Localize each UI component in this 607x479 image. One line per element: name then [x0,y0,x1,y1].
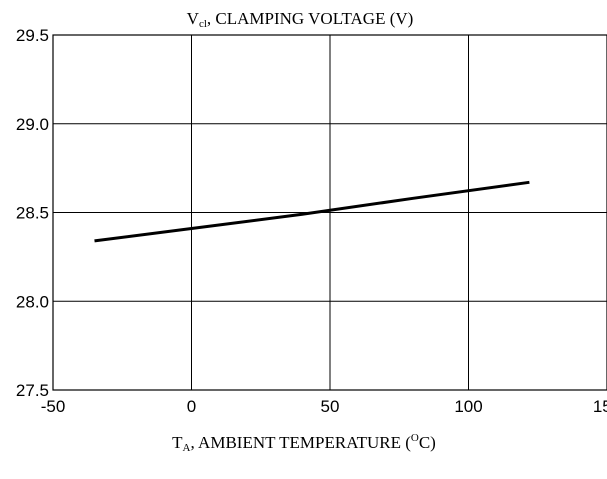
series-group [94,180,530,243]
chart-title-subscript: cl [199,18,207,30]
x-axis-label-subscript: A [183,442,191,454]
y-tick-label: 28.5 [16,204,49,223]
x-tick-label: 50 [321,397,340,416]
x-axis-label-end: C) [419,433,436,452]
y-tick-label: 29.5 [16,26,49,45]
y-tick-label: 28.0 [16,292,49,311]
chart-title-rest: , CLAMPING VOLTAGE (V) [207,9,413,28]
x-axis-label-rest: , AMBIENT TEMPERATURE ( [191,433,412,452]
y-tick-label: 29.0 [16,115,49,134]
chart-grid [53,35,607,390]
y-tick-label: 27.5 [16,381,49,400]
series-line [94,180,530,243]
x-tick-label: 100 [454,397,482,416]
x-axis-label: TA, AMBIENT TEMPERATURE (OC) [172,432,436,454]
x-tick-label: -50 [41,397,66,416]
x-axis-label-superscript: O [411,432,419,444]
chart-title-main: V [187,9,200,28]
chart-title: Vcl, CLAMPING VOLTAGE (V) [187,9,414,30]
x-tick-label: 150 [593,397,607,416]
y-tick-labels: 27.5 28.0 28.5 29.0 29.5 [16,26,49,400]
plot-area-frame [52,34,607,391]
x-axis-label-main: T [172,433,183,452]
x-tick-labels: -50 0 50 100 150 [41,397,607,416]
x-tick-label: 0 [187,397,196,416]
